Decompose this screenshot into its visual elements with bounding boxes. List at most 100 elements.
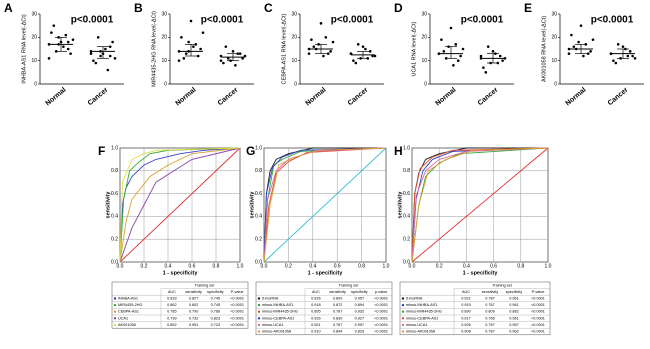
point [352,59,355,62]
y-tick-label: 0.0 [403,259,410,265]
table-cell: 0.927 [355,316,365,320]
x-tick-label: Cancer [477,86,500,107]
row-label: minus-MIR4435-2HG [406,310,442,314]
table-cell: <0.0001 [230,297,244,301]
point [582,54,585,58]
point [62,45,65,48]
point [586,52,590,55]
table-cell: <0.0001 [531,297,545,301]
point [234,64,237,67]
point [570,33,573,37]
table-header: sensitivity [482,290,499,294]
y-axis-label: UCA1 RNA level(-ΔCt) [411,21,417,76]
point [52,24,56,27]
roc-curve [119,147,241,263]
point [47,57,51,60]
table-cell: 0.745 [211,303,221,307]
point [177,59,181,62]
annotation: p<0.0001 [591,15,634,26]
y-axis-label: sensitivity [105,191,111,219]
point [621,45,625,48]
point [50,31,53,34]
table-cell: 0.926 [311,316,321,320]
x-tick-label: 0.4 [165,263,172,269]
row-label: CEBPA-AS1 [118,310,139,314]
table-cell: 0.787 [485,330,495,334]
table-cell: 0.961 [509,303,519,307]
point [331,40,335,44]
table-header: specificity [207,290,224,294]
roc-curve [263,147,387,263]
table-cell: 0.787 [333,323,343,327]
annotation: p<0.0001 [461,15,504,26]
table-cell: 0.830 [333,316,343,320]
y-tick-label: 30 [31,11,37,17]
x-tick-label: Normal [434,87,457,108]
y-tick-label: 0.4 [255,214,262,220]
legend-marker [113,297,117,300]
panel-letter: B [134,1,143,15]
table-cell: 0.957 [355,297,365,301]
point [66,40,70,44]
point [104,47,107,51]
point [631,54,634,58]
point [187,40,190,44]
point [373,54,377,58]
point [199,47,202,51]
table-cell: <0.0001 [374,303,388,307]
point [368,50,372,53]
panel-letter: D [394,1,403,15]
x-axis-label: 1 - specificity [308,270,344,276]
legend-marker [401,297,405,300]
y-axis-label: CEBPA-AS1 RNA level(-ΔCt) [281,13,287,84]
roc-curve [119,147,241,263]
point [354,61,358,65]
y-axis-label: INHBA-AS1 RNA level(-ΔCt) [21,14,27,84]
point [491,50,495,53]
point [89,52,93,55]
table-cell: <0.0001 [374,310,388,314]
x-tick-label: Cancer [87,86,110,107]
table-cell: 0.915 [461,303,471,307]
table-header: sensitivity [185,290,202,294]
x-tick-label: Cancer [607,86,630,107]
x-tick-label: 0.8 [213,263,220,269]
point [326,52,330,55]
table-cell: 0.787 [333,310,343,314]
y-axis-label: MIR4435-2HG RNA level(-ΔCt) [151,11,157,87]
panel-letter: F [98,144,105,158]
legend-marker [401,310,405,313]
row-label: minus-CEBPA-AS1 [406,316,438,320]
y-tick-label: 0.2 [403,237,410,243]
row-label: minus-UCA1 [406,323,428,327]
y-tick-label: 20 [161,35,167,41]
table-cell: 0.809 [485,310,495,314]
point [501,59,504,62]
y-tick-label: 0.6 [111,191,118,197]
table-cell: <0.0001 [374,297,388,301]
point [307,52,311,55]
table-cell: 0.921 [461,297,471,301]
y-tick-label: 20 [291,35,297,41]
point [111,40,114,44]
table-header: AUC [462,290,470,294]
point [189,19,193,23]
point [241,57,244,60]
table-cell: <0.0001 [531,330,545,334]
row-label: minus-INHBA-AS1 [406,303,437,307]
table-cell: 0.957 [509,323,519,327]
point [482,66,485,69]
point [567,52,571,55]
roc-curve [263,147,387,263]
table-cell: 0.766 [485,316,495,320]
point [184,52,188,55]
point [312,45,316,48]
point [182,57,186,60]
legend-marker [401,303,405,307]
point [452,64,455,67]
y-tick-label: 0 [554,81,557,87]
row-label: UCA1 [118,316,128,320]
legend-marker [257,297,261,300]
table-header: p-value [375,290,387,294]
legend-marker [257,323,261,327]
